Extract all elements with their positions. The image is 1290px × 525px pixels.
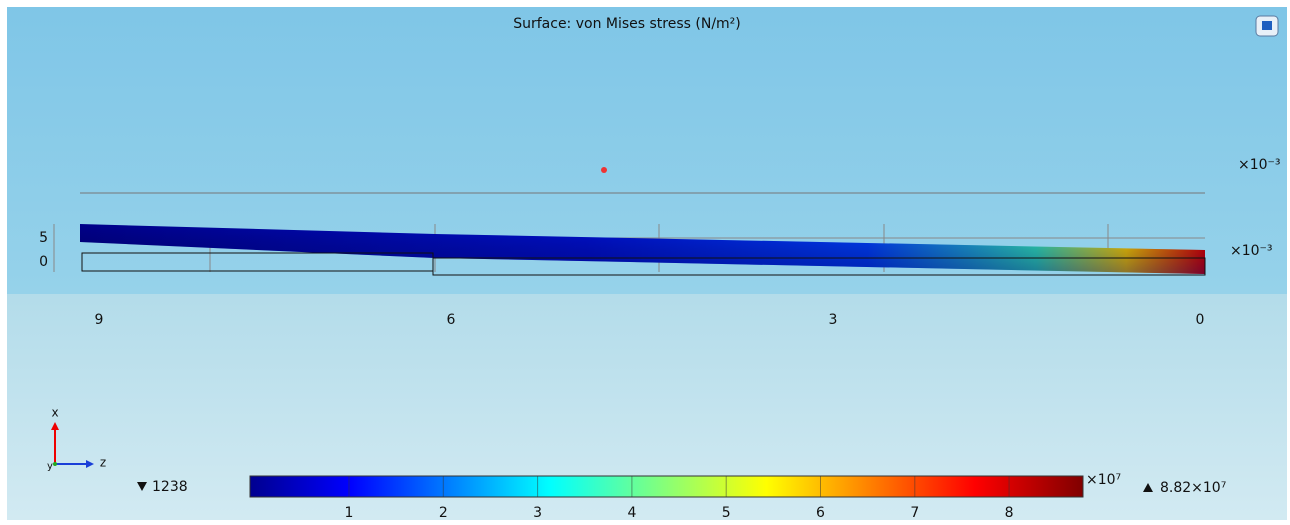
colorbar-tick-label: 7: [910, 505, 919, 521]
colorbar-tick-label: 6: [816, 505, 825, 521]
y-tick-label: 5: [39, 230, 48, 246]
toolbar-icon-glyph: [1262, 21, 1272, 30]
colorbar-tick-label: 2: [439, 505, 448, 521]
triad-label: y: [47, 461, 53, 472]
y-tick-label: 0: [39, 254, 48, 270]
plot-title: Surface: von Mises stress (N/m²): [513, 16, 741, 32]
colorbar-multiplier: ×10⁷: [1086, 472, 1121, 488]
colorbar-tick-label: 8: [1005, 505, 1014, 521]
colorbar-tick-label: 4: [627, 505, 636, 521]
colorbar: [250, 476, 1083, 497]
x-tick-label: 0: [1196, 312, 1205, 328]
colorbar-max: 8.82×10⁷: [1160, 480, 1226, 496]
colorbar-min: 1238: [152, 479, 188, 495]
point-marker: [601, 167, 607, 173]
colorbar-tick-label: 3: [533, 505, 542, 521]
plot-window: Surface: von Mises stress (N/m²) 5 0 ×10…: [0, 0, 1290, 521]
x-tick-label: 3: [829, 312, 838, 328]
colorbar-tick-label: 5: [722, 505, 731, 521]
triad-label: x: [51, 406, 58, 420]
x-tick-label: 6: [447, 312, 456, 328]
axis-multiplier: ×10⁻³: [1238, 157, 1281, 173]
colorbar-tick-label: 1: [345, 505, 354, 521]
x-tick-label: 9: [95, 312, 104, 328]
axis-multiplier: ×10⁻³: [1230, 243, 1273, 259]
triad-label: z: [100, 456, 106, 470]
